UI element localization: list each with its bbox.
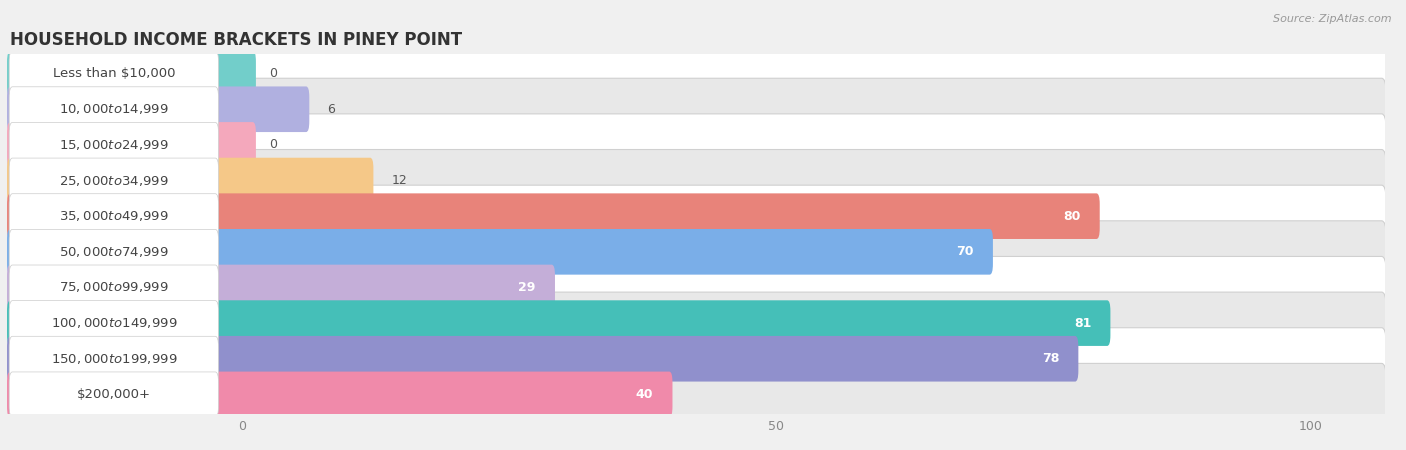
FancyBboxPatch shape bbox=[6, 364, 1386, 425]
Text: 0: 0 bbox=[269, 139, 277, 151]
FancyBboxPatch shape bbox=[6, 43, 1386, 104]
Text: $10,000 to $14,999: $10,000 to $14,999 bbox=[59, 102, 169, 116]
FancyBboxPatch shape bbox=[10, 87, 218, 132]
Text: $50,000 to $74,999: $50,000 to $74,999 bbox=[59, 245, 169, 259]
FancyBboxPatch shape bbox=[7, 300, 1111, 346]
FancyBboxPatch shape bbox=[6, 328, 1386, 390]
Text: $200,000+: $200,000+ bbox=[77, 388, 150, 401]
Text: $25,000 to $34,999: $25,000 to $34,999 bbox=[59, 174, 169, 188]
FancyBboxPatch shape bbox=[7, 194, 1099, 239]
FancyBboxPatch shape bbox=[10, 336, 218, 381]
Text: Source: ZipAtlas.com: Source: ZipAtlas.com bbox=[1274, 14, 1392, 23]
Text: 70: 70 bbox=[956, 245, 974, 258]
FancyBboxPatch shape bbox=[10, 265, 218, 310]
FancyBboxPatch shape bbox=[10, 230, 218, 274]
FancyBboxPatch shape bbox=[10, 301, 218, 346]
Text: $35,000 to $49,999: $35,000 to $49,999 bbox=[59, 209, 169, 223]
Text: $75,000 to $99,999: $75,000 to $99,999 bbox=[59, 280, 169, 294]
Text: $150,000 to $199,999: $150,000 to $199,999 bbox=[51, 352, 177, 366]
Text: 81: 81 bbox=[1074, 317, 1091, 329]
Text: 0: 0 bbox=[269, 67, 277, 80]
FancyBboxPatch shape bbox=[6, 221, 1386, 283]
FancyBboxPatch shape bbox=[7, 51, 256, 96]
FancyBboxPatch shape bbox=[6, 114, 1386, 176]
FancyBboxPatch shape bbox=[6, 185, 1386, 247]
FancyBboxPatch shape bbox=[6, 256, 1386, 319]
FancyBboxPatch shape bbox=[7, 86, 309, 132]
FancyBboxPatch shape bbox=[7, 122, 256, 168]
Text: $15,000 to $24,999: $15,000 to $24,999 bbox=[59, 138, 169, 152]
Text: 6: 6 bbox=[328, 103, 336, 116]
FancyBboxPatch shape bbox=[10, 122, 218, 167]
Text: 12: 12 bbox=[391, 174, 408, 187]
FancyBboxPatch shape bbox=[10, 372, 218, 417]
Text: 40: 40 bbox=[636, 388, 654, 401]
Text: $100,000 to $149,999: $100,000 to $149,999 bbox=[51, 316, 177, 330]
Text: 80: 80 bbox=[1063, 210, 1080, 223]
FancyBboxPatch shape bbox=[6, 78, 1386, 140]
FancyBboxPatch shape bbox=[7, 372, 672, 417]
FancyBboxPatch shape bbox=[10, 194, 218, 238]
FancyBboxPatch shape bbox=[7, 229, 993, 274]
Text: Less than $10,000: Less than $10,000 bbox=[52, 67, 176, 80]
FancyBboxPatch shape bbox=[6, 149, 1386, 212]
FancyBboxPatch shape bbox=[7, 336, 1078, 382]
FancyBboxPatch shape bbox=[7, 265, 555, 310]
FancyBboxPatch shape bbox=[7, 158, 374, 203]
Text: 29: 29 bbox=[519, 281, 536, 294]
FancyBboxPatch shape bbox=[6, 292, 1386, 354]
Text: 78: 78 bbox=[1042, 352, 1059, 365]
FancyBboxPatch shape bbox=[10, 158, 218, 203]
Text: HOUSEHOLD INCOME BRACKETS IN PINEY POINT: HOUSEHOLD INCOME BRACKETS IN PINEY POINT bbox=[10, 31, 463, 49]
FancyBboxPatch shape bbox=[10, 51, 218, 96]
